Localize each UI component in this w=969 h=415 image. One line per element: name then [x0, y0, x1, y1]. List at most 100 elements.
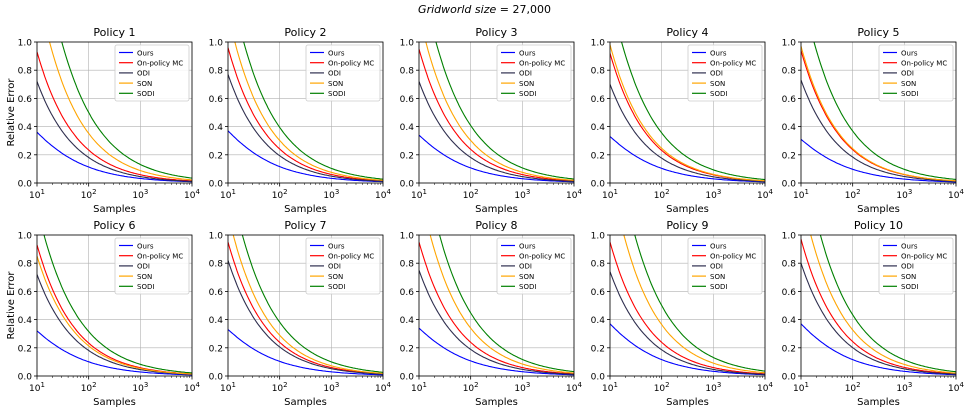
x-tick-label: 101	[220, 381, 236, 394]
legend-box	[687, 44, 763, 102]
series-line-sodi	[438, 235, 574, 373]
series-line-ours	[228, 329, 383, 376]
x-tick-label: 102	[272, 188, 288, 201]
series-line-son	[801, 46, 956, 182]
series-line-ours	[37, 330, 192, 376]
legend-label: SON	[710, 273, 725, 281]
y-tick-label: 0.4	[782, 123, 797, 133]
x-tick-label: 102	[654, 381, 670, 394]
series-line-sodi	[813, 42, 956, 180]
y-tick-label: 0.0	[400, 373, 415, 383]
x-tick-label: 102	[463, 381, 479, 394]
legend-label: SODI	[519, 283, 536, 291]
legend-label: ODI	[901, 70, 914, 78]
series-line-sodi	[634, 235, 765, 372]
x-tick-label: 103	[132, 188, 148, 201]
x-tick-label: 104	[566, 381, 582, 394]
legend-label: ODI	[710, 263, 723, 271]
legend-label: On-policy MC	[710, 60, 756, 68]
series-line-sodi	[819, 235, 956, 373]
legend-label: SODI	[710, 283, 727, 291]
legend-box	[496, 44, 572, 102]
legend-box	[305, 44, 381, 102]
legend-label: SON	[137, 80, 152, 88]
y-tick-label: 0.0	[209, 373, 224, 383]
x-tick-label: 104	[948, 188, 964, 201]
y-tick-label: 0.4	[18, 123, 33, 133]
series-line-sodi	[243, 42, 383, 180]
y-tick-label: 1.0	[591, 232, 606, 242]
y-tick-label: 1.0	[209, 39, 224, 49]
legend: Ours On-policy MC ODI SON SODI	[878, 44, 954, 102]
plot-frame	[800, 234, 957, 377]
legend-box	[878, 44, 954, 102]
legend-label: SODI	[519, 90, 536, 98]
plot-frame	[609, 234, 766, 377]
legend-box	[687, 237, 763, 295]
x-tick-label: 101	[793, 381, 809, 394]
legend-label: On-policy MC	[901, 253, 947, 261]
y-tick-label: 0.2	[209, 151, 223, 161]
legend-box	[114, 237, 190, 295]
chart-panel-4: Policy 4 0.0 0.2 0.4 0.6 0.8 1.0 101 102 103 104 Sa…	[591, 26, 774, 215]
series-line-sodi	[435, 42, 574, 180]
y-tick-label: 0.6	[18, 95, 33, 105]
series-line-on-policy-mc	[228, 47, 383, 182]
y-tick-label: 0.2	[18, 151, 32, 161]
series-line-ours	[419, 134, 574, 183]
x-tick-label: 102	[845, 381, 861, 394]
x-tick-label: 101	[220, 188, 236, 201]
x-axis-label: Samples	[857, 397, 900, 408]
panel-title: Policy 1	[93, 26, 135, 39]
x-tick-label: 103	[514, 381, 530, 394]
y-tick-label: 0.4	[591, 316, 606, 326]
panel-title: Policy 3	[475, 26, 517, 39]
x-axis-label: Samples	[666, 397, 709, 408]
series-line-odi	[419, 270, 574, 375]
y-tick-label: 0.8	[782, 67, 797, 77]
series-line-odi	[228, 260, 383, 375]
legend-label: SON	[901, 273, 916, 281]
y-tick-label: 0.8	[591, 260, 606, 270]
chart-panel-8: Policy 8 0.0 0.2 0.4 0.6 0.8 1.0 101 102 103 104 Sa…	[400, 219, 583, 408]
legend-label: SON	[328, 80, 343, 88]
y-tick-label: 0.4	[400, 123, 415, 133]
x-axis-label: Samples	[93, 204, 136, 215]
series-line-odi	[801, 263, 956, 375]
series-line-on-policy-mc	[419, 48, 574, 182]
series-line-son	[810, 235, 956, 374]
x-tick-label: 101	[411, 188, 427, 201]
series-line-on-policy-mc	[37, 51, 192, 182]
plot-frame	[609, 41, 766, 184]
legend-label: SODI	[137, 90, 154, 98]
series-line-sodi	[43, 235, 192, 374]
x-tick-label: 103	[705, 188, 721, 201]
figure-suptitle: Gridworld size = 27,000	[0, 3, 969, 16]
y-tick-label: 0.2	[209, 344, 223, 354]
legend-label: Ours	[901, 49, 918, 57]
legend-label: SODI	[328, 283, 345, 291]
suptitle-rest: = 27,000	[496, 3, 551, 16]
legend-label: ODI	[710, 70, 723, 78]
legend-label: ODI	[328, 263, 341, 271]
y-tick-label: 0.6	[209, 288, 224, 298]
legend-label: Ours	[710, 242, 727, 250]
legend-label: On-policy MC	[901, 60, 947, 68]
legend-label: Ours	[519, 49, 536, 57]
suptitle-italic: Gridworld size	[418, 3, 497, 16]
legend-label: Ours	[519, 242, 536, 250]
series-line-ours	[610, 323, 765, 376]
x-tick-label: 101	[29, 381, 45, 394]
series-line-son	[425, 42, 574, 181]
panel-title: Policy 5	[857, 26, 899, 39]
legend-label: SON	[519, 80, 534, 88]
series-line-odi	[419, 81, 574, 182]
legend-box	[114, 44, 190, 102]
chart-panel-3: Policy 3 0.0 0.2 0.4 0.6 0.8 1.0 101 102 103 104 Sa…	[400, 26, 583, 215]
legend: Ours On-policy MC ODI SON SODI	[305, 44, 381, 102]
x-tick-label: 103	[132, 381, 148, 394]
x-tick-label: 103	[896, 188, 912, 201]
series-line-odi	[37, 81, 192, 182]
x-tick-label: 104	[184, 188, 200, 201]
